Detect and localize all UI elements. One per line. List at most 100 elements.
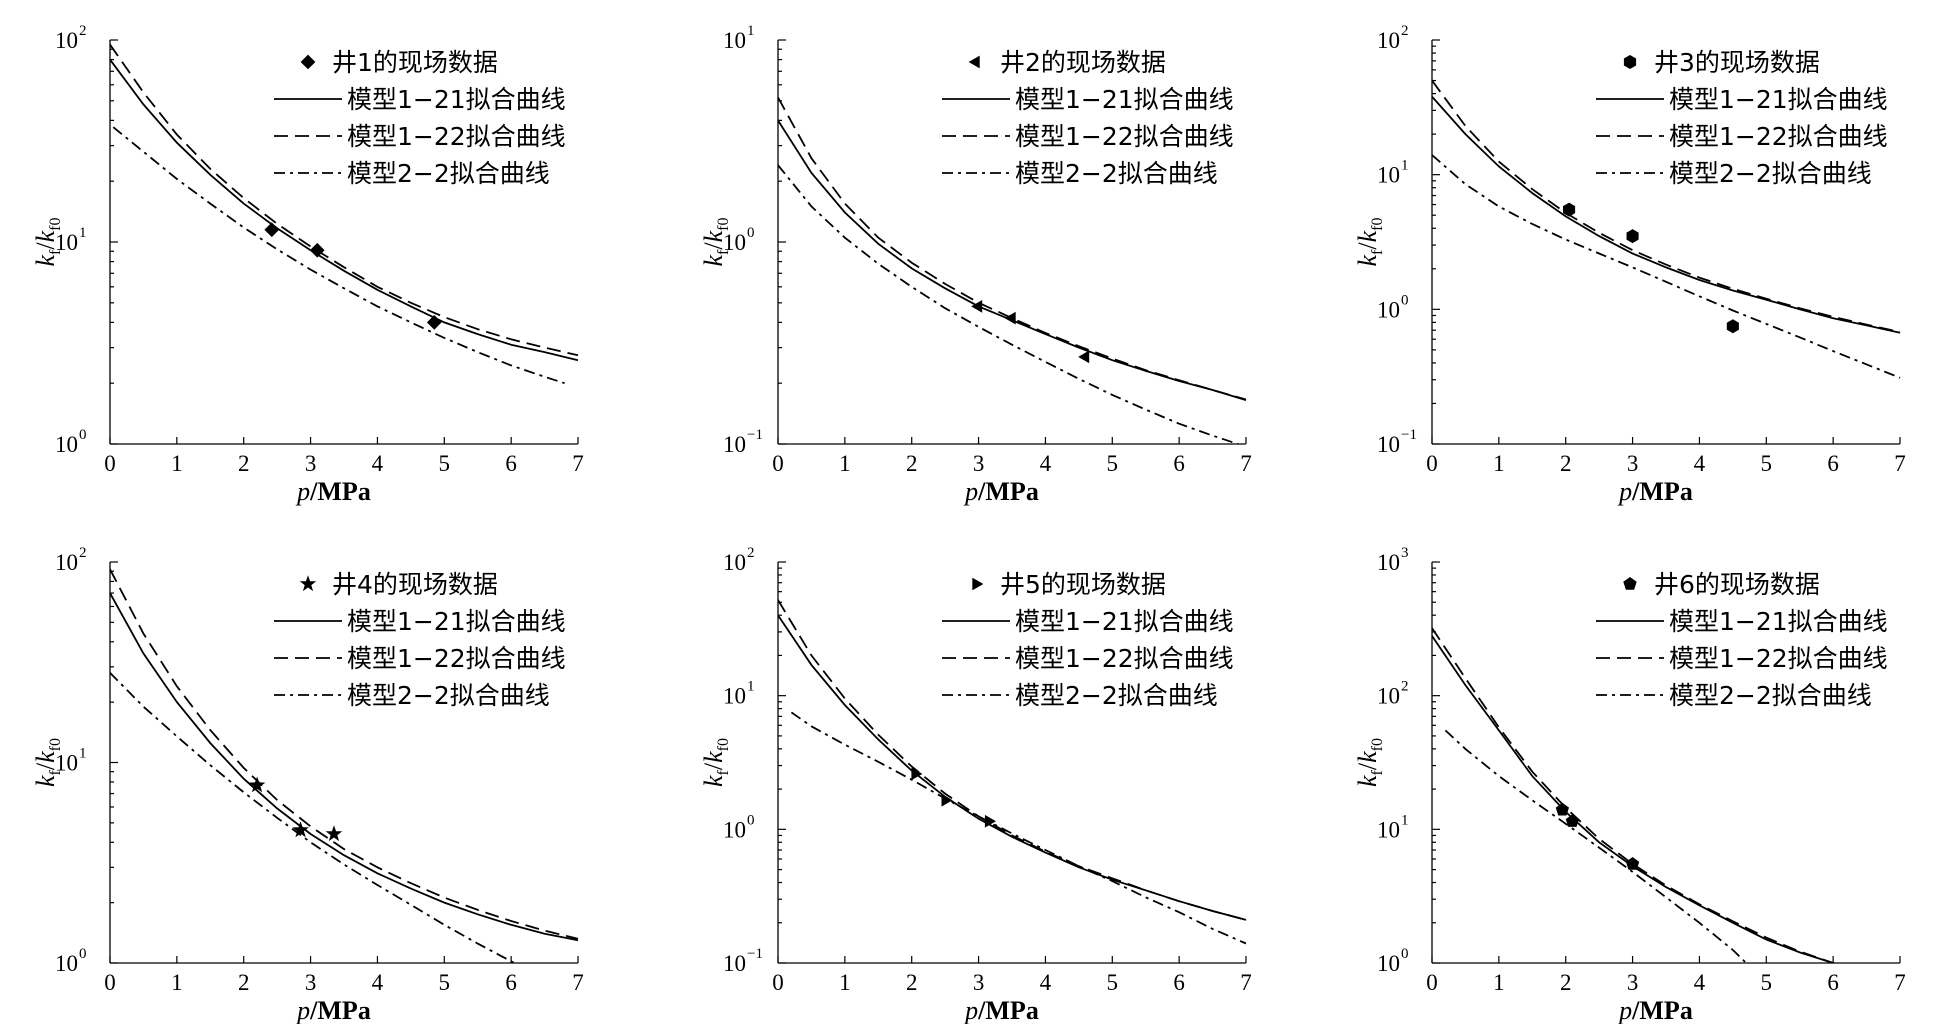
series-line-solid xyxy=(110,59,579,362)
series-line-dashdot xyxy=(1432,154,1901,379)
x-tick-label: 4 xyxy=(372,970,384,995)
scatter-point xyxy=(971,300,983,313)
legend-label: 模型2−2拟合曲线 xyxy=(1015,159,1218,188)
series-line-dashed xyxy=(778,96,1247,401)
x-tick-label: 2 xyxy=(1560,451,1572,476)
x-tick-label: 3 xyxy=(1627,970,1639,995)
y-tick-label: 10 xyxy=(1377,684,1400,709)
legend-marker xyxy=(1623,55,1637,69)
series-line-dashdot xyxy=(110,672,517,963)
x-axis-label: p/MPa xyxy=(963,996,1039,1024)
y-axis-label: kf/kf0 xyxy=(699,738,732,787)
series-line-dashdot xyxy=(112,126,565,385)
legend-marker xyxy=(300,54,316,70)
y-tick-label: 10 xyxy=(723,432,746,457)
x-tick-label: 6 xyxy=(1827,970,1839,995)
x-tick-label: 7 xyxy=(572,451,584,476)
legend-marker xyxy=(1623,577,1637,590)
x-tick-label: 7 xyxy=(1894,451,1906,476)
scatter-point xyxy=(325,825,343,842)
scatter-point xyxy=(1726,319,1739,334)
x-tick-label: 1 xyxy=(839,451,851,476)
y-tick-label: 10 xyxy=(55,230,78,255)
x-tick-label: 0 xyxy=(1426,970,1438,995)
series-line-solid xyxy=(1432,96,1901,334)
y-tick-label: 10 xyxy=(723,550,746,575)
x-tick-label: 6 xyxy=(1173,451,1185,476)
legend-label: 井6的现场数据 xyxy=(1654,570,1820,599)
x-tick-label: 2 xyxy=(1560,970,1572,995)
x-tick-label: 4 xyxy=(1694,451,1706,476)
x-tick-label: 4 xyxy=(1040,970,1052,995)
y-tick-label: 10 xyxy=(1377,297,1400,322)
x-tick-label: 0 xyxy=(1426,451,1438,476)
legend-label: 模型1−22拟合曲线 xyxy=(1015,122,1234,151)
legend-label: 模型1−21拟合曲线 xyxy=(347,607,566,636)
y-tick-label: 10 xyxy=(1377,550,1400,575)
x-tick-label: 6 xyxy=(1827,451,1839,476)
legend-label: 模型1−21拟合曲线 xyxy=(1669,85,1888,114)
y-tick-label: 10 xyxy=(55,432,78,457)
scatter-point xyxy=(1626,229,1639,244)
x-tick-label: 5 xyxy=(1761,451,1773,476)
x-tick-label: 3 xyxy=(305,970,317,995)
x-tick-label: 1 xyxy=(1493,970,1505,995)
y-tick-label: 10 xyxy=(723,28,746,53)
series-line-dashed xyxy=(1432,627,1838,963)
series-line-dashed xyxy=(110,568,579,940)
y-tick-label: 10 xyxy=(55,28,78,53)
x-tick-label: 0 xyxy=(772,451,784,476)
y-tick-label: 10 xyxy=(55,951,78,976)
x-tick-label: 3 xyxy=(1627,451,1639,476)
y-tick-exponent: 0 xyxy=(79,946,87,962)
y-tick-exponent: 2 xyxy=(1401,679,1409,695)
x-tick-label: 7 xyxy=(572,970,584,995)
scatter-point xyxy=(1555,802,1569,816)
series-line-solid xyxy=(1432,635,1838,963)
y-tick-label: 10 xyxy=(1377,28,1400,53)
x-tick-label: 2 xyxy=(906,970,918,995)
x-tick-label: 5 xyxy=(1761,970,1773,995)
x-tick-label: 6 xyxy=(1173,970,1185,995)
y-tick-exponent: 1 xyxy=(79,225,87,241)
y-tick-exponent: 2 xyxy=(79,23,87,39)
legend-label: 模型2−2拟合曲线 xyxy=(1669,159,1872,188)
y-tick-exponent: 2 xyxy=(747,545,755,561)
y-tick-label: 10 xyxy=(1377,432,1400,457)
legend-label: 模型2−2拟合曲线 xyxy=(1669,681,1872,710)
scatter-point xyxy=(1625,857,1640,870)
legend-label: 井1的现场数据 xyxy=(332,48,498,77)
x-tick-label: 5 xyxy=(439,970,451,995)
y-tick-label: 10 xyxy=(723,230,746,255)
y-tick-exponent: 0 xyxy=(1401,946,1409,962)
y-axis-label: kf/kf0 xyxy=(1353,738,1386,787)
legend-marker xyxy=(972,577,984,591)
x-tick-label: 4 xyxy=(1694,970,1706,995)
y-tick-exponent: 1 xyxy=(79,746,87,762)
x-tick-label: 0 xyxy=(104,451,116,476)
y-tick-exponent: 1 xyxy=(1401,812,1409,828)
series-line-dashed xyxy=(110,43,579,357)
legend-label: 井5的现场数据 xyxy=(1000,570,1166,599)
y-tick-label: 10 xyxy=(55,751,78,776)
y-axis-label: kf/kf0 xyxy=(31,218,64,267)
y-tick-exponent: 0 xyxy=(79,427,87,443)
series-line-solid xyxy=(110,592,579,942)
x-tick-label: 7 xyxy=(1894,970,1906,995)
y-tick-label: 10 xyxy=(1377,951,1400,976)
legend-label: 井2的现场数据 xyxy=(1000,48,1166,77)
x-tick-label: 1 xyxy=(839,970,851,995)
legend-marker xyxy=(299,575,317,592)
y-tick-exponent: 0 xyxy=(1401,292,1409,308)
scatter-point xyxy=(264,222,280,238)
legend-label: 模型1−22拟合曲线 xyxy=(347,644,566,673)
legend-label: 模型2−2拟合曲线 xyxy=(347,159,550,188)
